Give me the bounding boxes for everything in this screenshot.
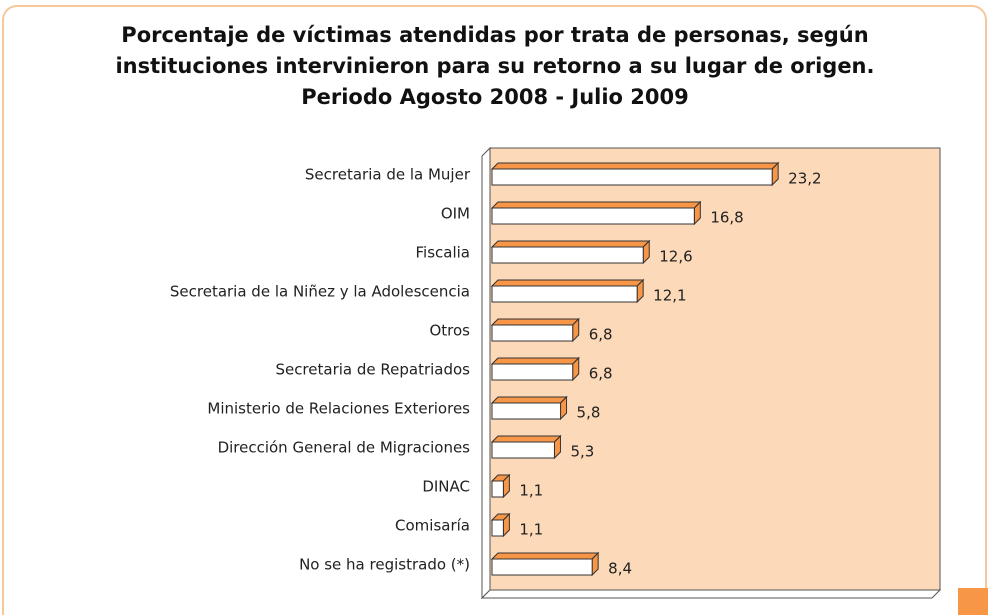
value-label: 6,8 bbox=[589, 365, 613, 383]
value-label: 16,8 bbox=[710, 209, 743, 227]
bar-top bbox=[490, 240, 651, 248]
bar bbox=[491, 519, 504, 537]
category-label: Fiscalia bbox=[416, 244, 471, 262]
chart-title: Porcentaje de víctimas atendidas por tra… bbox=[121, 23, 868, 47]
bar bbox=[491, 168, 773, 186]
bar-top bbox=[490, 396, 568, 404]
bar-top bbox=[490, 552, 600, 560]
category-label: DINAC bbox=[422, 478, 470, 496]
bar bbox=[491, 285, 638, 303]
bar bbox=[491, 207, 695, 225]
side-wall bbox=[481, 146, 491, 600]
bar bbox=[491, 363, 574, 381]
value-label: 12,1 bbox=[653, 287, 686, 305]
value-label: 1,1 bbox=[519, 521, 543, 539]
value-label: 6,8 bbox=[589, 326, 613, 344]
category-label: Secretaria de la Niñez y la Adolescencia bbox=[170, 283, 470, 301]
category-label: Secretaria de Repatriados bbox=[275, 361, 470, 379]
floor bbox=[480, 589, 942, 599]
bar-top bbox=[490, 201, 702, 209]
value-label: 8,4 bbox=[608, 560, 632, 578]
bar bbox=[491, 324, 574, 342]
bar bbox=[491, 558, 593, 576]
category-label: Otros bbox=[429, 322, 470, 340]
bar bbox=[491, 480, 504, 498]
category-label: Dirección General de Migraciones bbox=[218, 439, 471, 457]
bar-top bbox=[490, 162, 780, 170]
category-label: Secretaria de la Mujer bbox=[305, 166, 471, 184]
category-label: OIM bbox=[441, 205, 470, 223]
value-label: 5,8 bbox=[577, 404, 601, 422]
bar-top bbox=[490, 435, 562, 443]
bar-top bbox=[490, 357, 580, 365]
value-label: 5,3 bbox=[570, 443, 594, 461]
value-label: 23,2 bbox=[788, 170, 821, 188]
decor-square bbox=[958, 588, 988, 615]
bar bbox=[491, 246, 644, 264]
chart-title: Periodo Agosto 2008 - Julio 2009 bbox=[301, 85, 689, 109]
bar bbox=[491, 441, 555, 459]
value-label: 1,1 bbox=[519, 482, 543, 500]
category-label: Comisaría bbox=[395, 517, 470, 535]
bar bbox=[491, 402, 562, 420]
category-label: No se ha registrado (*) bbox=[299, 556, 470, 574]
chart-title: instituciones intervinieron para su reto… bbox=[115, 54, 874, 78]
bar-top bbox=[490, 279, 645, 287]
category-label: Ministerio de Relaciones Exteriores bbox=[207, 400, 470, 418]
value-label: 12,6 bbox=[659, 248, 692, 266]
bar-top bbox=[490, 318, 580, 326]
